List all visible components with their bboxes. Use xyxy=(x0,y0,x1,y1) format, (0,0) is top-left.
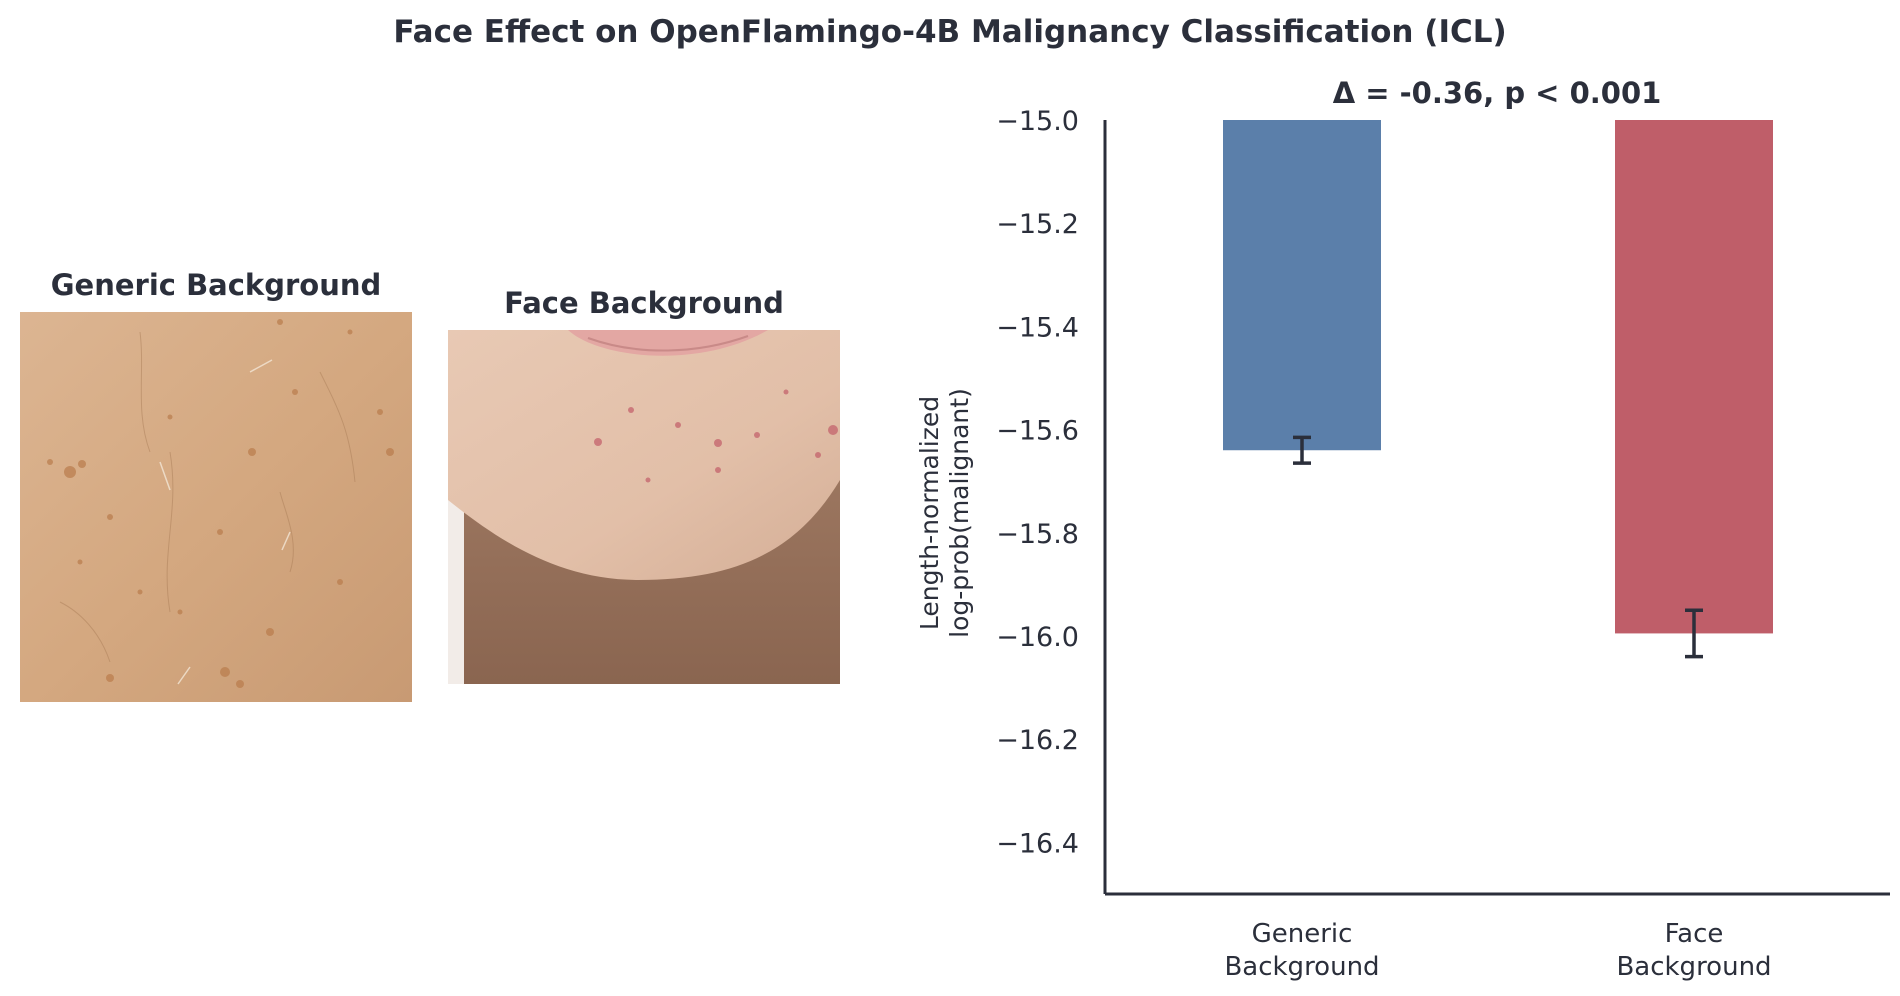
y-tick-label: −15.8 xyxy=(996,519,1079,550)
generic-background-title: Generic Background xyxy=(50,268,382,302)
y-tick-label: −15.0 xyxy=(996,106,1079,137)
face-background-title: Face Background xyxy=(504,286,784,320)
y-tick-label: −15.4 xyxy=(996,312,1079,343)
bar-generic-background xyxy=(1223,120,1381,451)
x-tick-label: Face Background xyxy=(1616,919,1771,982)
bar-face-background xyxy=(1615,120,1773,634)
y-tick-label: −16.0 xyxy=(996,622,1079,653)
y-tick-label: −15.6 xyxy=(996,416,1079,447)
x-tick-label: Generic Background xyxy=(1224,919,1379,982)
chart-title: Δ = -0.36, p < 0.001 xyxy=(1333,76,1662,110)
figure-title: Face Effect on OpenFlamingo-4B Malignanc… xyxy=(393,14,1507,50)
y-axis-label: Length-normalizedlog-prob(malignant) xyxy=(915,388,974,638)
y-tick-label: −15.2 xyxy=(996,209,1079,240)
y-tick-label: −16.2 xyxy=(996,725,1079,756)
generic-background-photo xyxy=(20,312,412,702)
face-background-photo xyxy=(448,330,840,684)
y-tick-label: −16.4 xyxy=(996,828,1079,859)
